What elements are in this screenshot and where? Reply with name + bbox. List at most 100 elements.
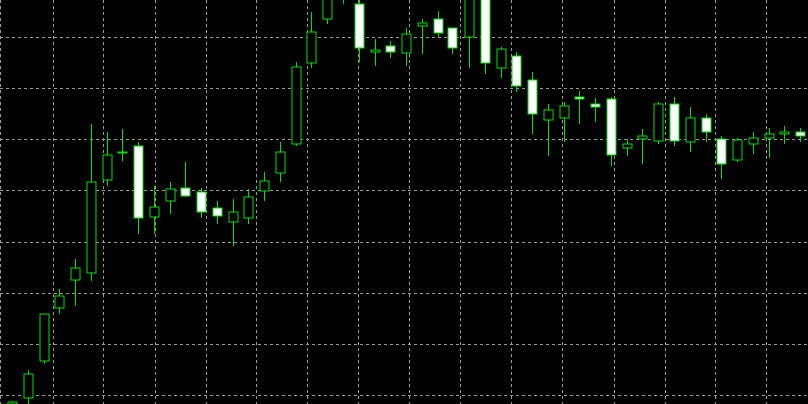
candle-body-bearish bbox=[212, 207, 223, 217]
candle bbox=[306, 12, 317, 68]
candle bbox=[291, 62, 302, 146]
candle-body-bullish bbox=[70, 267, 81, 281]
candle-body-bearish bbox=[433, 18, 444, 34]
candle-body-bearish bbox=[606, 98, 617, 156]
candle-body-bullish bbox=[102, 154, 113, 181]
candle-body-bullish bbox=[543, 109, 554, 121]
candle-body-bullish bbox=[86, 181, 97, 274]
candle bbox=[511, 52, 522, 92]
candle bbox=[385, 41, 396, 58]
candle bbox=[779, 126, 790, 144]
candle-body-bearish bbox=[669, 103, 680, 142]
candle bbox=[559, 102, 570, 142]
candle-body-bullish bbox=[464, 0, 475, 38]
candle bbox=[574, 91, 585, 124]
candle-body-bearish bbox=[196, 191, 207, 213]
candle-body-bullish bbox=[322, 0, 333, 20]
candle-body-bearish bbox=[385, 45, 396, 53]
candle-body-bullish bbox=[748, 137, 759, 145]
candle-body-bullish bbox=[228, 211, 239, 223]
candle-body-bullish bbox=[291, 66, 302, 145]
candle-body-bullish bbox=[243, 196, 254, 219]
candle-body-bullish bbox=[54, 295, 65, 309]
candle-body-bullish bbox=[306, 31, 317, 64]
candle bbox=[212, 201, 223, 224]
candle-body-bearish bbox=[447, 27, 458, 49]
candle bbox=[196, 188, 207, 218]
candle bbox=[795, 128, 806, 142]
candle bbox=[39, 313, 50, 364]
candle-body-bullish bbox=[165, 188, 176, 202]
candle bbox=[732, 138, 743, 162]
candle bbox=[102, 132, 113, 186]
candle bbox=[370, 39, 381, 66]
candle bbox=[464, 0, 475, 68]
candle-body-bullish bbox=[370, 49, 381, 53]
candle-body-bearish bbox=[716, 138, 727, 165]
candle bbox=[228, 199, 239, 246]
candle bbox=[7, 401, 18, 404]
candle bbox=[417, 19, 428, 54]
candle-body-bullish bbox=[417, 22, 428, 27]
candle bbox=[86, 124, 97, 281]
candle bbox=[23, 370, 34, 404]
candle-body-bullish bbox=[401, 33, 412, 54]
candle bbox=[259, 172, 270, 201]
candle bbox=[622, 139, 633, 156]
candle-body-bullish bbox=[275, 151, 286, 174]
candle bbox=[354, 0, 365, 62]
candle-body-bearish bbox=[133, 145, 144, 219]
candle bbox=[543, 104, 554, 156]
candle bbox=[764, 128, 775, 158]
candle bbox=[748, 132, 759, 154]
candle bbox=[243, 189, 254, 224]
candle-body-bullish bbox=[622, 143, 633, 149]
candle bbox=[480, 0, 491, 74]
candle-body-bearish bbox=[180, 187, 191, 197]
candle-body-bullish bbox=[764, 133, 775, 139]
candle-body-bullish bbox=[685, 117, 696, 143]
candle bbox=[54, 289, 65, 314]
candle-body-bearish bbox=[354, 3, 365, 49]
candle bbox=[401, 28, 412, 66]
candle-body-bullish bbox=[259, 180, 270, 192]
candle bbox=[637, 129, 648, 164]
candle bbox=[496, 47, 507, 78]
candle-body-bearish bbox=[590, 103, 601, 108]
candle-body-bullish bbox=[149, 206, 160, 218]
candle-body-bearish bbox=[701, 117, 712, 133]
candle bbox=[447, 27, 458, 54]
candle bbox=[606, 97, 617, 166]
candle-body-bullish bbox=[732, 139, 743, 161]
candle-body-bullish bbox=[7, 401, 18, 404]
candle-body-bullish bbox=[779, 131, 790, 135]
candle bbox=[180, 162, 191, 197]
candle-body-bearish bbox=[480, 0, 491, 64]
candle bbox=[117, 129, 128, 161]
candle-body-bearish bbox=[795, 131, 806, 137]
candle bbox=[669, 97, 680, 146]
candle-body-bullish bbox=[496, 48, 507, 69]
candle bbox=[527, 72, 538, 134]
candle bbox=[433, 11, 444, 38]
candle-body-bearish bbox=[511, 55, 522, 87]
candle bbox=[149, 186, 160, 234]
candle bbox=[275, 142, 286, 182]
candle bbox=[590, 98, 601, 122]
candle bbox=[653, 102, 664, 144]
candle-body-bearish bbox=[574, 96, 585, 100]
candle-body-bullish bbox=[559, 105, 570, 119]
candle bbox=[133, 142, 144, 234]
candle bbox=[701, 114, 712, 142]
candle-body-bullish bbox=[117, 151, 128, 154]
candle-body-bullish bbox=[637, 135, 648, 140]
candle-body-bullish bbox=[39, 313, 50, 362]
candle-body-bullish bbox=[653, 103, 664, 142]
candles-layer bbox=[7, 0, 806, 404]
candle bbox=[716, 136, 727, 179]
candle bbox=[322, 0, 333, 24]
candle bbox=[165, 182, 176, 214]
candle bbox=[343, 0, 344, 4]
